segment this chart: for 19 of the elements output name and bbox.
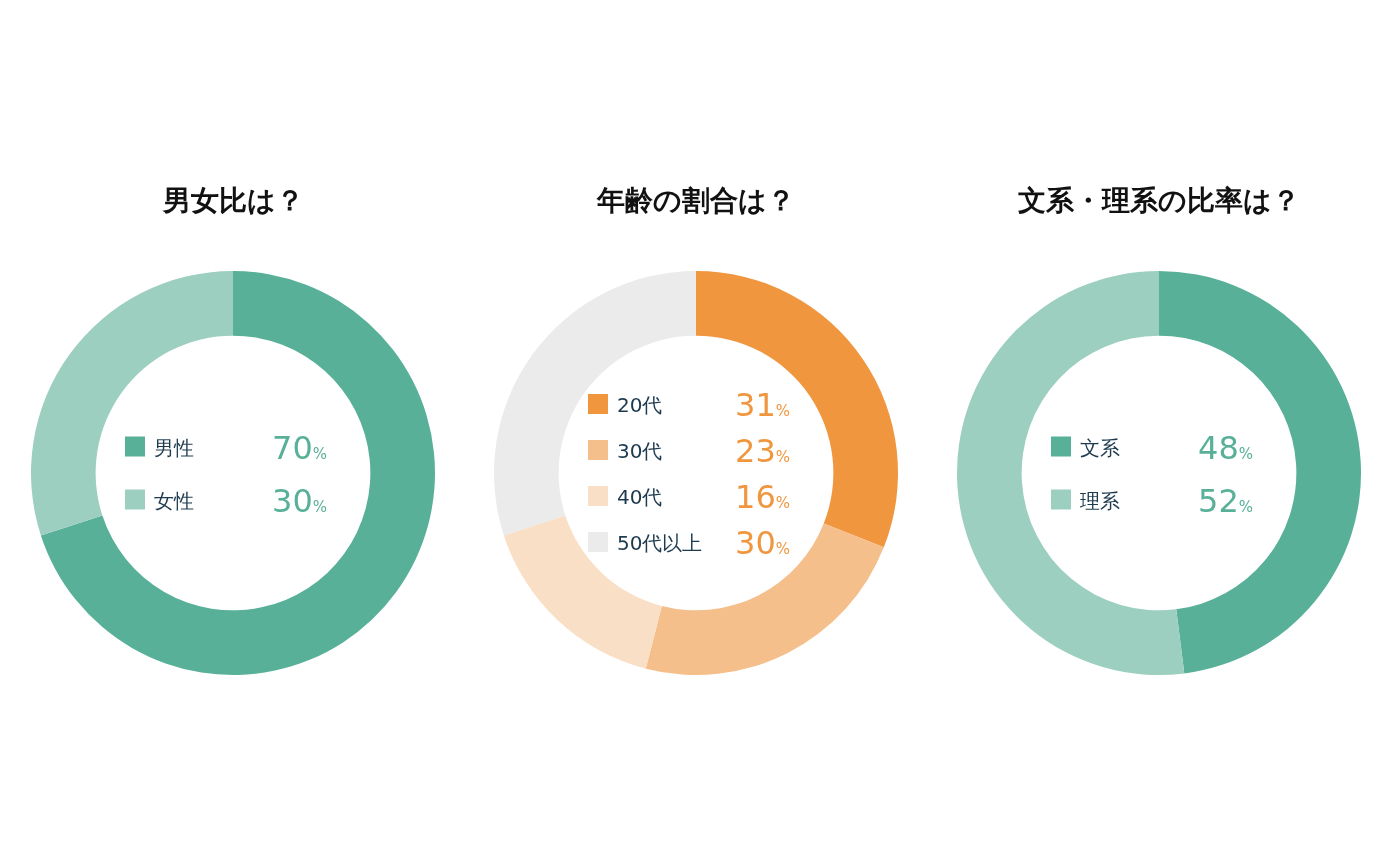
legend-label: 女性: [154, 488, 194, 513]
legend-label: 男性: [154, 435, 194, 460]
data-label: 23%: [735, 432, 790, 470]
legend-label: 文系: [1080, 435, 1120, 460]
chart-title: 年齢の割合は？: [596, 184, 795, 217]
chart-title: 文系・理系の比率は？: [1018, 184, 1300, 217]
data-label: 48%: [1198, 428, 1253, 467]
legend-label: 50代以上: [617, 531, 703, 555]
legend-label: 理系: [1080, 488, 1120, 513]
legend-label: 40代: [617, 485, 663, 509]
data-label: 31%: [735, 386, 790, 424]
chart-title: 男女比は？: [161, 184, 304, 217]
data-label: 30%: [735, 524, 790, 562]
data-label: 16%: [735, 478, 790, 516]
data-label: 30%: [272, 481, 327, 520]
data-label: 70%: [272, 428, 327, 467]
data-label: 52%: [1198, 481, 1253, 520]
legend-label: 20代: [617, 393, 663, 417]
legend-label: 30代: [617, 439, 663, 463]
